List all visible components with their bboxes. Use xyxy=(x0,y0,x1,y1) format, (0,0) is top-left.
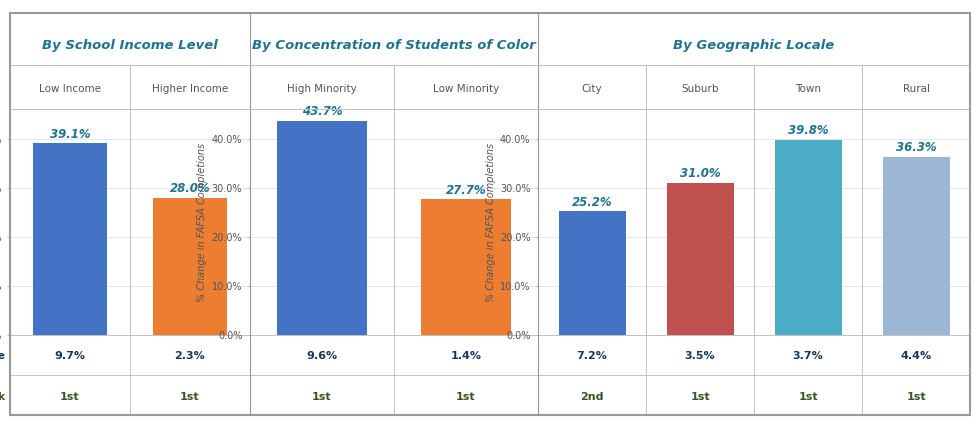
Text: 25.2%: 25.2% xyxy=(571,196,612,209)
Bar xyxy=(153,198,227,335)
Bar xyxy=(883,157,950,335)
Text: 39.8%: 39.8% xyxy=(788,124,828,137)
Text: 7.2%: 7.2% xyxy=(576,351,608,361)
Text: 3.7%: 3.7% xyxy=(793,351,823,361)
Text: 2nd: 2nd xyxy=(580,392,604,401)
Text: 39.1%: 39.1% xyxy=(50,128,90,141)
Text: 36.3%: 36.3% xyxy=(896,142,937,155)
Text: 4.4%: 4.4% xyxy=(901,351,932,361)
Text: By Geographic Locale: By Geographic Locale xyxy=(673,39,835,51)
Text: 1.4%: 1.4% xyxy=(451,351,481,361)
Text: 2.3%: 2.3% xyxy=(174,351,205,361)
Text: High Minority: High Minority xyxy=(287,84,357,95)
Text: 1st: 1st xyxy=(906,392,926,401)
Bar xyxy=(559,211,625,335)
Text: 27.7%: 27.7% xyxy=(446,184,486,196)
Text: 9.6%: 9.6% xyxy=(307,351,337,361)
Text: US Rank: US Rank xyxy=(0,392,5,401)
Bar xyxy=(277,121,367,335)
Text: City: City xyxy=(582,84,603,95)
Text: By School Income Level: By School Income Level xyxy=(42,39,218,51)
Bar xyxy=(774,140,842,335)
Text: Rural: Rural xyxy=(903,84,930,95)
Bar xyxy=(666,183,734,335)
Text: Low Income: Low Income xyxy=(39,84,101,95)
Text: US Average: US Average xyxy=(0,351,5,361)
Y-axis label: % Change in FAFSA Completions: % Change in FAFSA Completions xyxy=(485,143,496,302)
Text: 1st: 1st xyxy=(690,392,710,401)
Text: 9.7%: 9.7% xyxy=(54,351,85,361)
Text: 1st: 1st xyxy=(312,392,332,401)
Text: By Concentration of Students of Color: By Concentration of Students of Color xyxy=(252,39,536,51)
Text: Low Minority: Low Minority xyxy=(433,84,499,95)
Text: 43.7%: 43.7% xyxy=(302,105,342,118)
Bar xyxy=(32,143,107,335)
Text: 1st: 1st xyxy=(456,392,476,401)
Text: 1st: 1st xyxy=(60,392,79,401)
Text: 31.0%: 31.0% xyxy=(680,167,720,181)
Text: Higher Income: Higher Income xyxy=(152,84,228,95)
Bar xyxy=(421,199,511,335)
Text: 3.5%: 3.5% xyxy=(685,351,715,361)
Text: 28.0%: 28.0% xyxy=(170,182,210,195)
Y-axis label: % Change in FAFSA Completions: % Change in FAFSA Completions xyxy=(197,143,208,302)
Text: 1st: 1st xyxy=(799,392,818,401)
Text: Town: Town xyxy=(795,84,821,95)
Text: 1st: 1st xyxy=(180,392,200,401)
Text: Suburb: Suburb xyxy=(681,84,719,95)
